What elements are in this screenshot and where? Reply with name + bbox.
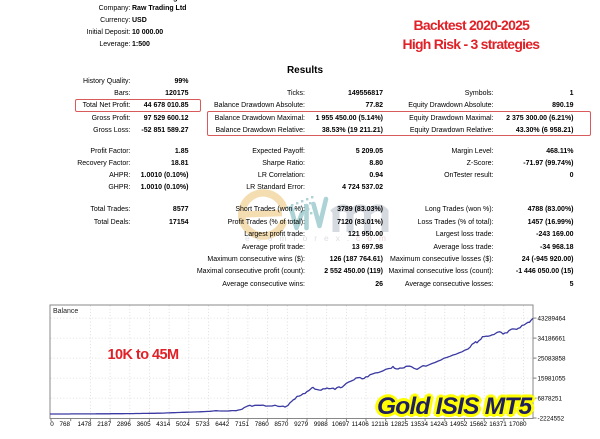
svg-text:12825: 12825: [391, 421, 409, 428]
svg-text:5733: 5733: [196, 421, 211, 428]
svg-text:17080: 17080: [509, 421, 527, 428]
svg-text:-2224552: -2224552: [538, 415, 565, 422]
svg-text:9988: 9988: [314, 421, 329, 428]
svg-text:768: 768: [60, 421, 71, 428]
svg-text:5024: 5024: [176, 421, 191, 428]
svg-text:15662: 15662: [470, 421, 488, 428]
svg-text:12116: 12116: [371, 421, 389, 428]
svg-text:4314: 4314: [156, 421, 171, 428]
svg-text:15981055: 15981055: [538, 375, 567, 382]
svg-text:1478: 1478: [77, 421, 92, 428]
svg-text:34186661: 34186661: [538, 335, 567, 342]
svg-text:43289464: 43289464: [538, 315, 567, 322]
svg-text:6442: 6442: [215, 421, 230, 428]
svg-text:14243: 14243: [430, 421, 448, 428]
svg-text:7860: 7860: [255, 421, 270, 428]
svg-text:3605: 3605: [137, 421, 152, 428]
svg-text:14952: 14952: [450, 421, 468, 428]
svg-text:9279: 9279: [294, 421, 309, 428]
svg-text:16371: 16371: [489, 421, 507, 428]
svg-text:2187: 2187: [97, 421, 112, 428]
svg-text:10697: 10697: [332, 421, 350, 428]
svg-text:6878251: 6878251: [538, 395, 563, 402]
svg-text:ecomforex.com: ecomforex.com: [245, 233, 393, 243]
svg-text:0: 0: [50, 421, 54, 428]
svg-text:11406: 11406: [352, 421, 370, 428]
svg-text:Balance: Balance: [53, 308, 78, 315]
svg-text:2896: 2896: [117, 421, 132, 428]
svg-text:8570: 8570: [274, 421, 289, 428]
svg-text:13534: 13534: [410, 421, 428, 428]
svg-text:25083858: 25083858: [538, 355, 567, 362]
svg-text:7151: 7151: [235, 421, 250, 428]
